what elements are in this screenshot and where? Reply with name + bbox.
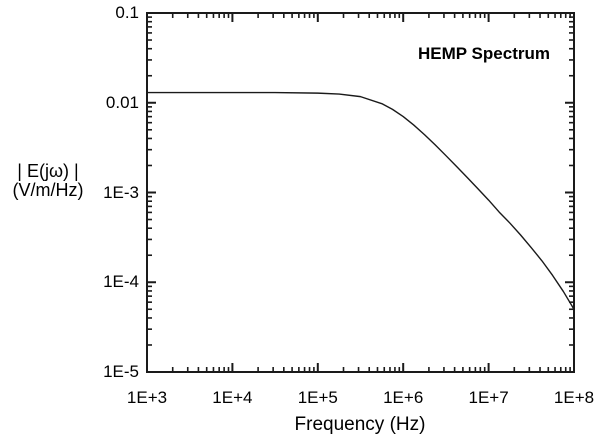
x-tick-label-1e7: 1E+7 xyxy=(468,388,509,407)
y-axis-label-line1: | E(jω) | xyxy=(17,161,79,181)
x-tick-label-1e6: 1E+6 xyxy=(383,388,424,407)
chart-title: HEMP Spectrum xyxy=(418,44,550,63)
x-tick-label-1e3: 1E+3 xyxy=(126,388,168,407)
y-tick-label-1e-5: 1E-5 xyxy=(103,362,139,381)
y-tick-label-1e-3: 1E-3 xyxy=(103,182,139,202)
x-axis-label: Frequency (Hz) xyxy=(294,414,426,435)
x-tick-label-1e4: 1E+4 xyxy=(212,388,253,407)
y-axis-label: | E(jω) | (V/m/Hz) xyxy=(5,162,91,200)
x-tick-label-1e5: 1E+5 xyxy=(297,388,338,407)
y-tick-label-1e-1: 0.1 xyxy=(115,3,139,22)
x-tick-label-1e8: 1E+8 xyxy=(553,388,595,407)
y-tick-label-1e-2: 0.01 xyxy=(105,92,139,112)
y-tick-label-1e-4: 1E-4 xyxy=(103,272,139,292)
y-axis-label-line2: (V/m/Hz) xyxy=(12,180,84,200)
